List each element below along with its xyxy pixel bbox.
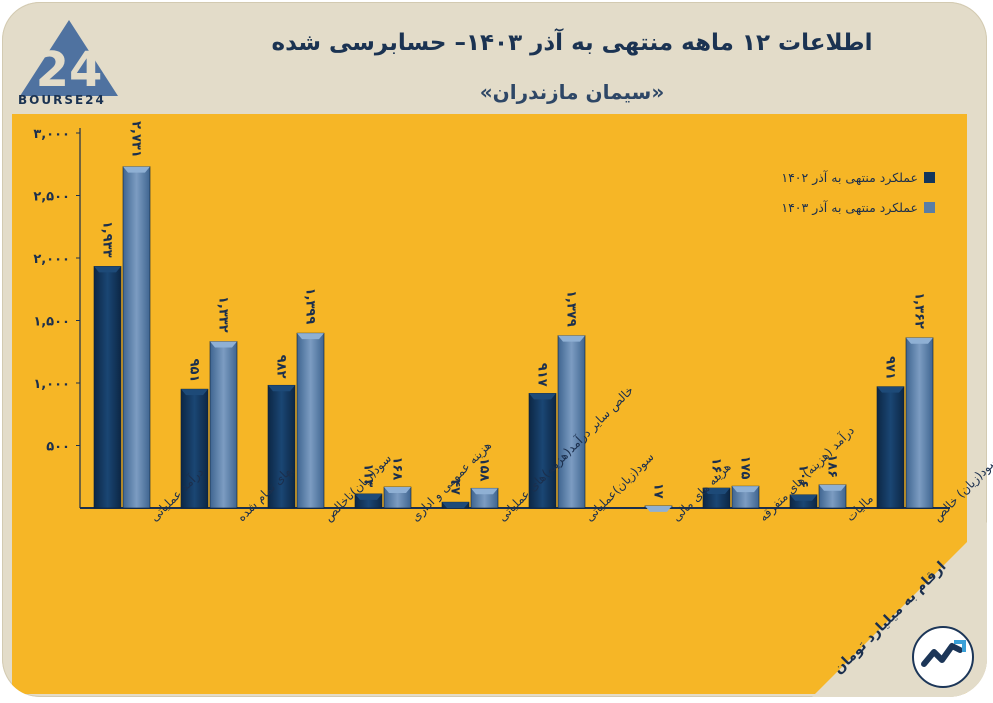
bar-cap: [355, 493, 382, 500]
data-label: ۱۷۵: [738, 456, 753, 480]
bar: [905, 337, 934, 509]
legend-label-1402: عملکرد منتهی به آذر ۱۴۰۲: [781, 169, 918, 185]
chart-subtitle: «سیمان مازندران»: [479, 80, 665, 104]
bar: [296, 332, 325, 509]
legend-label-1403: عملکرد منتهی به آذر ۱۴۰۳: [781, 199, 918, 215]
data-label: ۱,۳۶۲: [912, 292, 927, 329]
bourse24-logo: 24: [20, 20, 118, 98]
bar: [122, 166, 151, 509]
bar-cap: [529, 393, 556, 400]
legend-item-1403: عملکرد منتهی به آذر ۱۴۰۳: [755, 192, 935, 222]
data-label: ۱,۹۳۳: [100, 221, 115, 258]
bar-cap: [645, 505, 672, 512]
data-label: ۱,۳۳۲: [216, 296, 231, 333]
data-label: ۱۶۸: [390, 457, 405, 481]
bar: [557, 335, 586, 509]
bar-cap: [790, 494, 817, 501]
data-label: ۱۰۶: [796, 464, 811, 488]
bar-cap: [384, 487, 411, 493]
chart-panel: [12, 114, 967, 694]
bar-layer: [93, 166, 934, 512]
bar-cap: [268, 385, 295, 392]
legend-swatch-1402: [924, 171, 935, 183]
data-label: ۹۸۲: [274, 355, 289, 379]
data-label: ۹۷۱: [883, 356, 898, 380]
trend-badge-icon: [912, 626, 974, 688]
category-label: سود(زیان) خالص: [930, 454, 993, 525]
bar: [180, 388, 209, 509]
bar-cap: [558, 335, 585, 342]
data-label: ۱۷: [651, 483, 666, 499]
bar-cap: [442, 502, 469, 509]
legend-swatch-1403: [924, 201, 935, 213]
y-tick-label: ۱,۰۰۰: [33, 377, 70, 392]
data-label: ۱۸۶: [825, 454, 840, 478]
bar-cap: [703, 488, 730, 494]
data-label: ۹۵۱: [187, 359, 202, 383]
bar-cap: [297, 333, 324, 340]
y-tick-label: ۳,۰۰۰: [33, 127, 70, 142]
y-tick-label: ۱,۵۰۰: [33, 315, 70, 330]
bar-cap: [94, 266, 121, 273]
data-label: ۱,۳۹۹: [303, 288, 318, 325]
logo-text: BOURSE24: [18, 93, 106, 107]
legend-item-1402: عملکرد منتهی به آذر ۱۴۰۲: [755, 162, 935, 192]
bar-cap: [819, 484, 846, 491]
data-label: ۱۵۸: [477, 458, 492, 482]
bar: [876, 386, 905, 509]
data-label: ۱۶۰: [709, 458, 724, 482]
bar-cap: [877, 386, 904, 393]
data-label: ۱۱۳: [361, 463, 376, 487]
bar-cap: [181, 389, 208, 396]
y-tick-label: ۲,۵۰۰: [33, 190, 70, 205]
logo-triangle: [20, 20, 118, 96]
bar: [528, 393, 557, 509]
bar: [267, 384, 296, 509]
data-label: ۲,۷۳۱: [129, 121, 144, 158]
bar-cap: [471, 488, 498, 495]
y-tick-label: ۵۰۰: [46, 440, 70, 455]
bar-cap: [123, 166, 150, 173]
data-label: ۹۱۷: [535, 363, 550, 387]
chart-legend: عملکرد منتهی به آذر ۱۴۰۲ عملکرد منتهی به…: [755, 162, 935, 222]
logo-mark: 24: [36, 42, 103, 98]
data-label: ۴۷: [448, 479, 463, 495]
bar: [209, 341, 238, 509]
bar-cap: [210, 341, 237, 348]
chart-title: اطلاعات ۱۲ ماهه منتهی به آذر ۱۴۰۳– حسابر…: [271, 30, 873, 56]
data-label: ۱,۳۷۹: [564, 290, 579, 327]
bar-cap: [906, 337, 933, 344]
y-tick-label: ۲,۰۰۰: [33, 252, 70, 267]
category-label: سود(زیان)عملیاتی: [582, 450, 657, 525]
bar: [93, 266, 122, 509]
bar-cap: [732, 486, 759, 493]
